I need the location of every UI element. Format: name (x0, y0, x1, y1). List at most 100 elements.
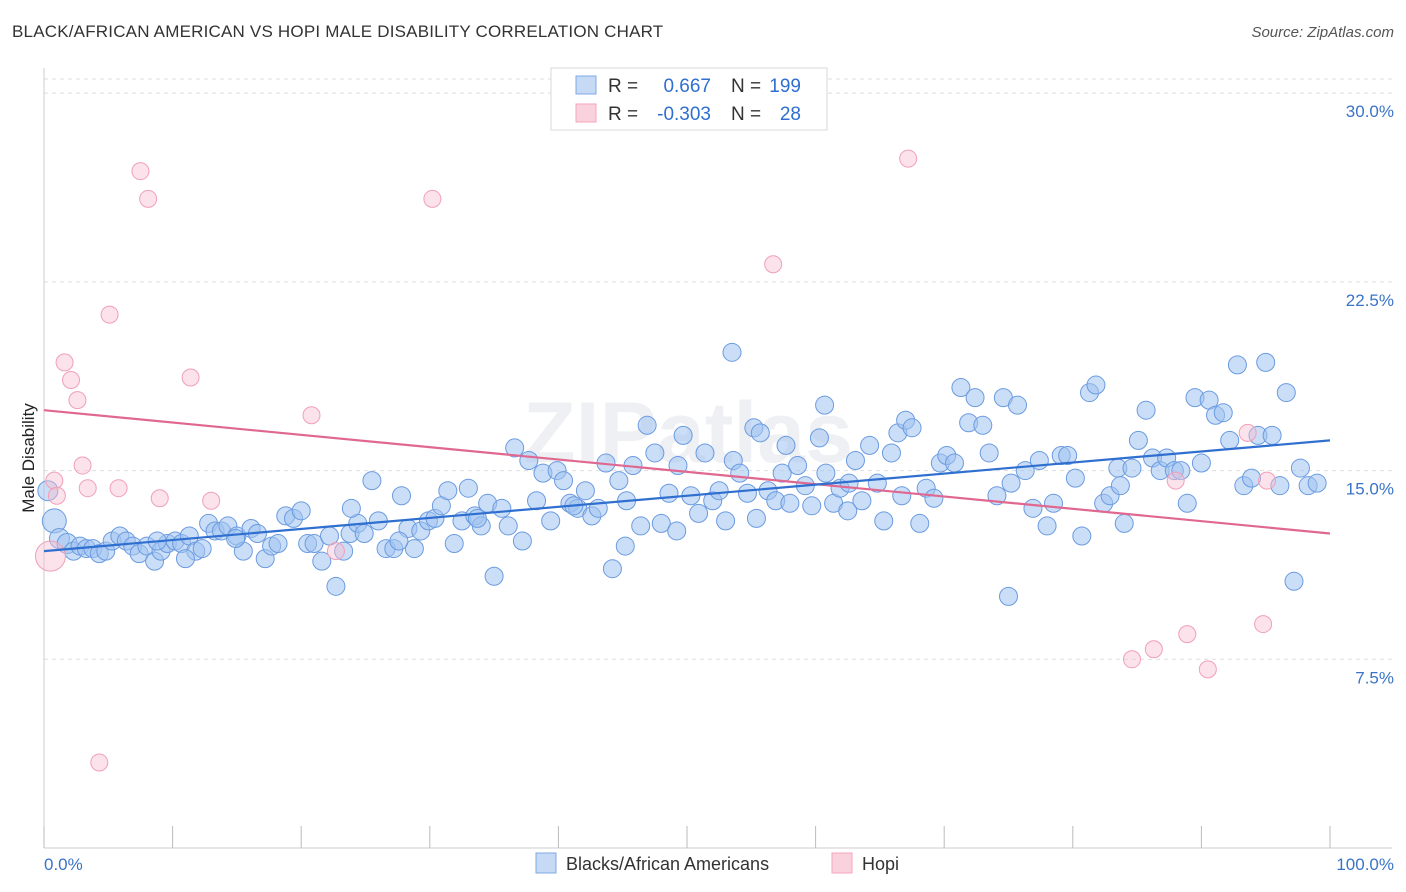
point-blacks (695, 443, 715, 463)
point-blacks (1284, 571, 1304, 591)
point-blacks (1058, 445, 1078, 465)
point-blacks (512, 531, 532, 551)
grid-lines (44, 78, 1392, 660)
point-blacks (458, 478, 478, 498)
x-tick-label-min: 0.0% (44, 855, 83, 874)
point-hopi (34, 540, 66, 572)
point-hopi (899, 149, 918, 168)
legend-r-value-1: 0.667 (663, 76, 711, 97)
point-hopi (150, 489, 169, 508)
point-blacks (780, 493, 800, 513)
point-blacks (999, 586, 1018, 606)
point-blacks (404, 539, 424, 559)
point-hopi (78, 479, 97, 498)
point-blacks (467, 508, 487, 528)
series-hopi-points (34, 149, 1276, 772)
point-blacks (874, 511, 894, 531)
point-blacks (1001, 473, 1021, 493)
point-blacks (1276, 383, 1296, 403)
point-blacks (816, 463, 836, 483)
point-blacks (689, 503, 709, 523)
point-blacks (484, 566, 504, 586)
y-tick-labels: 7.5% 15.0% 22.5% 30.0% (1346, 102, 1394, 687)
point-blacks (965, 388, 985, 408)
y-axis-label: Male Disability (19, 403, 38, 513)
point-blacks (1037, 516, 1057, 536)
trend-line-hopi (43, 409, 1331, 535)
bottom-legend-label-hopi: Hopi (862, 854, 899, 874)
point-hopi (202, 491, 221, 510)
point-blacks (602, 559, 622, 579)
point-blacks (1044, 493, 1064, 513)
chart-source: Source: ZipAtlas.com (1251, 24, 1394, 41)
point-hopi (1238, 423, 1257, 442)
point-hopi (181, 368, 200, 387)
point-blacks (291, 501, 311, 521)
bottom-legend-swatch-hopi (831, 852, 853, 874)
point-blacks (1086, 375, 1106, 395)
point-blacks (944, 453, 964, 473)
point-blacks (519, 451, 539, 471)
point-hopi (47, 486, 66, 505)
point-blacks (924, 488, 944, 508)
legend-r-value-2: -0.303 (657, 104, 711, 125)
point-blacks (1177, 493, 1197, 513)
point-blacks (1242, 468, 1262, 488)
point-blacks (1307, 473, 1327, 493)
point-blacks (334, 541, 354, 561)
point-hopi (139, 189, 158, 208)
y-tick-label: 30.0% (1346, 102, 1394, 121)
point-hopi (45, 471, 64, 490)
point-blacks (1122, 458, 1142, 478)
point-hopi (764, 255, 783, 274)
point-blacks (788, 456, 808, 476)
point-blacks (746, 508, 766, 528)
point-blacks (226, 529, 246, 549)
chart-title: BLACK/AFRICAN AMERICAN VS HOPI MALE DISA… (12, 22, 664, 41)
point-blacks (838, 501, 858, 521)
bottom-legend-label-blacks: Blacks/African Americans (566, 854, 769, 874)
point-blacks (881, 443, 901, 463)
point-blacks (341, 498, 361, 518)
y-tick-label: 7.5% (1355, 668, 1394, 687)
point-hopi (109, 479, 128, 498)
legend-n-label-1: N = (731, 76, 761, 97)
point-blacks (815, 395, 835, 415)
point-blacks (362, 471, 382, 491)
point-hopi (68, 391, 87, 410)
point-blacks (1008, 395, 1028, 415)
x-axis-ticks (43, 826, 1331, 848)
point-hopi (55, 353, 74, 372)
point-blacks (845, 451, 865, 471)
legend-n-value-1: 199 (769, 76, 801, 97)
point-blacks (498, 516, 518, 536)
point-blacks (737, 483, 757, 503)
point-blacks (730, 463, 750, 483)
point-blacks (1220, 430, 1240, 450)
point-hopi (1198, 660, 1217, 679)
point-blacks (637, 415, 657, 435)
trend-line-blacks (43, 439, 1331, 553)
point-blacks (722, 342, 742, 362)
point-hopi (1254, 615, 1273, 634)
point-blacks (389, 531, 409, 551)
point-blacks (809, 428, 829, 448)
point-blacks (651, 513, 671, 533)
point-blacks (354, 523, 374, 543)
legend-n-value-2: 28 (780, 104, 801, 125)
point-blacks (392, 486, 412, 506)
point-hopi (302, 406, 321, 425)
point-hopi (1122, 650, 1141, 669)
legend-r-label-2: R = (608, 104, 638, 125)
legend-swatch-blacks (575, 75, 597, 95)
point-blacks (444, 534, 464, 554)
point-blacks (37, 480, 59, 502)
point-blacks (505, 438, 525, 458)
point-hopi (62, 371, 81, 389)
point-blacks (1023, 498, 1043, 518)
point-blacks (268, 534, 288, 554)
point-blacks (802, 496, 822, 516)
point-blacks (1072, 526, 1092, 546)
point-blacks (1114, 513, 1134, 533)
point-blacks (1136, 400, 1156, 420)
